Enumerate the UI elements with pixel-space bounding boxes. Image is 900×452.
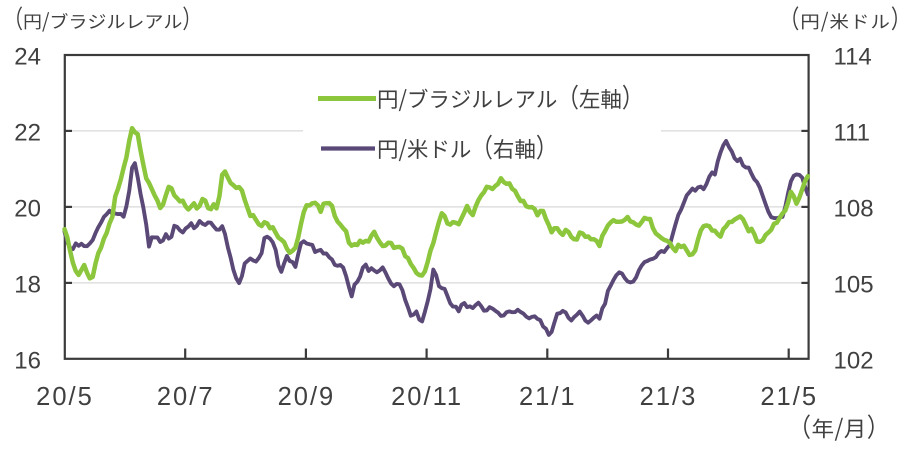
svg-text:22: 22 <box>14 119 41 146</box>
svg-text:21/1: 21/1 <box>519 383 577 411</box>
svg-text:111: 111 <box>834 119 870 146</box>
svg-text:102: 102 <box>834 347 874 374</box>
svg-text:20/7: 20/7 <box>157 383 215 411</box>
svg-text:114: 114 <box>834 44 872 71</box>
svg-text:20/5: 20/5 <box>36 383 94 411</box>
svg-text:20: 20 <box>14 195 41 222</box>
svg-text:105: 105 <box>834 271 874 298</box>
svg-text:21/5: 21/5 <box>760 383 818 411</box>
svg-text:21/3: 21/3 <box>640 383 698 411</box>
svg-text:18: 18 <box>14 271 41 298</box>
svg-text:20/9: 20/9 <box>278 383 336 411</box>
svg-text:16: 16 <box>14 347 41 374</box>
svg-text:108: 108 <box>834 195 874 222</box>
svg-text:24: 24 <box>14 44 41 71</box>
svg-text:20/11: 20/11 <box>391 383 463 411</box>
